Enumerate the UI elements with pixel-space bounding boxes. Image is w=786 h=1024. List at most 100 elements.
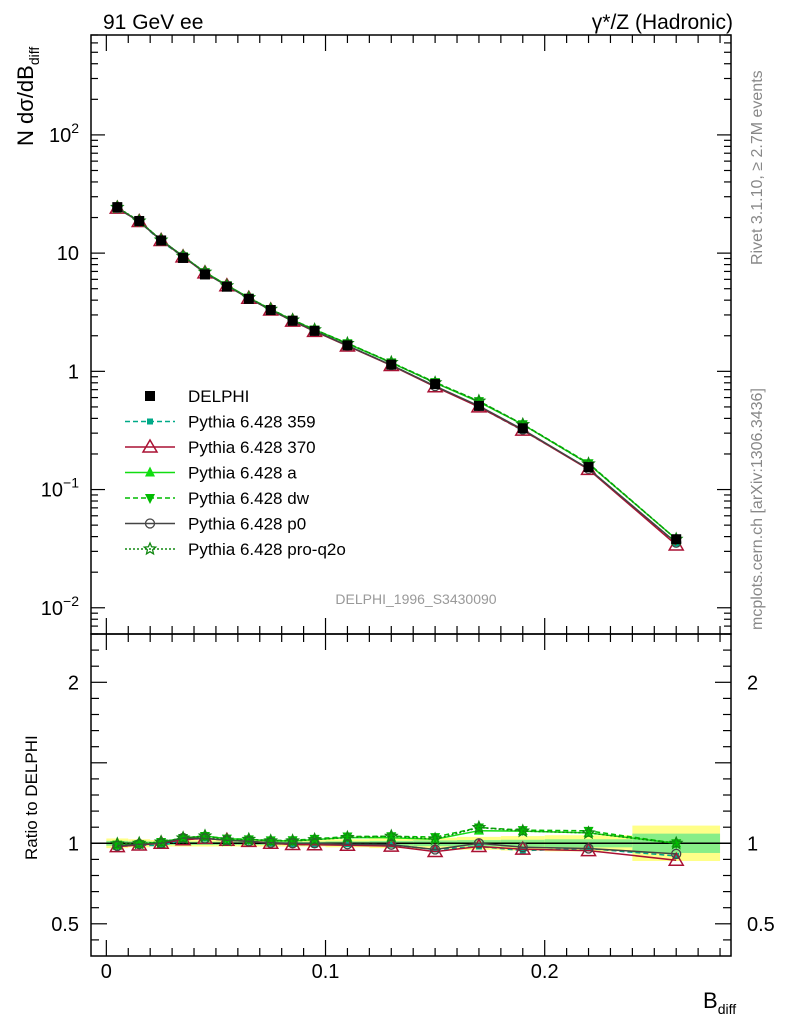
ratio-point	[175, 830, 191, 845]
ratio-point	[241, 831, 257, 846]
main-ylabel-sub: diff	[26, 47, 42, 66]
ratio-point	[427, 831, 443, 846]
ratio-point	[581, 825, 596, 840]
ratio-point	[112, 840, 123, 852]
data-point	[430, 379, 441, 390]
data-point	[386, 359, 397, 370]
legend-label: Pythia 6.428 370	[188, 438, 316, 457]
ratio-point	[430, 833, 441, 844]
ratio-point	[473, 838, 485, 849]
ratio-point	[519, 847, 526, 854]
ratio-point	[514, 840, 532, 855]
ratio-point	[515, 823, 531, 838]
ratio-point	[197, 828, 213, 843]
ratio-ytick-label: 2	[68, 672, 79, 694]
ratio-point	[383, 828, 399, 843]
data-point	[342, 340, 353, 351]
ratio-point	[583, 826, 594, 837]
legend-label: Pythia 6.428 dw	[188, 489, 310, 508]
ratio-point	[386, 839, 397, 850]
ratio-point	[583, 843, 594, 854]
data-point	[287, 315, 298, 326]
ratio-point	[340, 829, 355, 844]
ytick-exponent: −1	[63, 475, 79, 491]
data-point	[221, 281, 232, 292]
ratio-ytick-label: 1	[68, 833, 79, 855]
ratio-point	[673, 853, 680, 860]
ratio-point	[671, 848, 682, 860]
ratio-point	[153, 834, 169, 849]
data-point	[134, 215, 145, 226]
ratio-point	[243, 836, 254, 847]
data-point	[112, 202, 123, 213]
ratio-point	[287, 838, 298, 849]
xlabel-text: B	[703, 988, 718, 1013]
legend-label: DELPHI	[188, 387, 249, 406]
data-point	[243, 293, 254, 304]
main-ytick-label: 10−2	[41, 593, 79, 620]
main-ytick-label: 10	[57, 243, 79, 265]
ratio-point	[263, 833, 279, 848]
legend-marker	[141, 438, 159, 453]
ratio-point	[667, 851, 685, 866]
ratio-line-5	[117, 826, 677, 845]
data-point	[583, 462, 594, 473]
legend-label: Pythia 6.428 a	[188, 464, 297, 483]
main-frame	[90, 34, 732, 635]
ytick-base: 10	[41, 598, 63, 620]
ratio-point	[517, 842, 528, 853]
ytick-base: 10	[41, 480, 63, 502]
legend-marker	[145, 466, 155, 477]
ratio-point	[265, 837, 276, 848]
mcplots-label: mcplots.cern.ch [arXiv:1306.3436]	[749, 388, 766, 630]
xlabel-sub: diff	[718, 1001, 737, 1017]
main-ytick-label: 10−1	[41, 475, 79, 502]
xtick-label: 0	[101, 961, 112, 983]
ratio-point	[131, 835, 147, 850]
header-left-label: 91 GeV ee	[103, 11, 203, 34]
ratio-point	[109, 836, 125, 851]
header-right-label: γ*/Z (Hadronic)	[592, 11, 733, 34]
ytick-base: 10	[49, 125, 71, 147]
data-point	[309, 325, 320, 336]
legend-marker	[142, 541, 158, 556]
ratio-point	[580, 842, 597, 857]
main-ytick-label: 102	[49, 120, 79, 147]
ratio-point	[429, 844, 441, 855]
ratio-point	[309, 838, 320, 849]
ratio-panel: 0.5 0.5 1 1 2 2 0 0.1 0.2 Ratio to DELPHI Bdiff	[22, 633, 775, 1017]
ratio-point	[471, 819, 487, 834]
data-point	[156, 235, 167, 246]
ratio-point	[155, 838, 167, 849]
ytick-exponent: −2	[63, 593, 79, 609]
ratio-point	[219, 832, 235, 847]
ratio-ytick-label: 0.5	[51, 914, 79, 936]
data-point	[517, 423, 528, 434]
ratio-point	[307, 831, 322, 846]
ratio-point	[668, 835, 684, 850]
ratio-ytick-label-right: 2	[747, 672, 758, 694]
legend: DELPHI Pythia 6.428 359 Pythia 6.428 370 Py…	[125, 387, 346, 559]
data-point	[671, 534, 682, 545]
main-ylabel: N dσ/dBdiff	[13, 47, 42, 146]
legend-label: Pythia 6.428 p0	[188, 515, 306, 534]
legend-marker	[145, 494, 155, 504]
data-point	[473, 400, 484, 411]
data-point	[265, 305, 276, 316]
watermark: DELPHI_1996_S3430090	[335, 591, 496, 607]
main-ytick-label: 1	[68, 361, 79, 383]
rivet-label: Rivet 3.1.10, ≥ 2.7M events	[749, 70, 766, 265]
data-point	[199, 269, 210, 280]
ratio-point	[199, 833, 211, 844]
xtick-label: 0.2	[531, 961, 559, 983]
legend-marker	[147, 418, 153, 425]
ratio-point	[426, 843, 444, 858]
ratio-ytick-label-right: 1	[747, 833, 758, 855]
ratio-ylabel: Ratio to DELPHI	[22, 735, 41, 860]
xlabel: Bdiff	[703, 988, 736, 1017]
legend-marker	[145, 391, 155, 401]
legend-marker	[144, 518, 156, 529]
ratio-point	[285, 833, 301, 848]
